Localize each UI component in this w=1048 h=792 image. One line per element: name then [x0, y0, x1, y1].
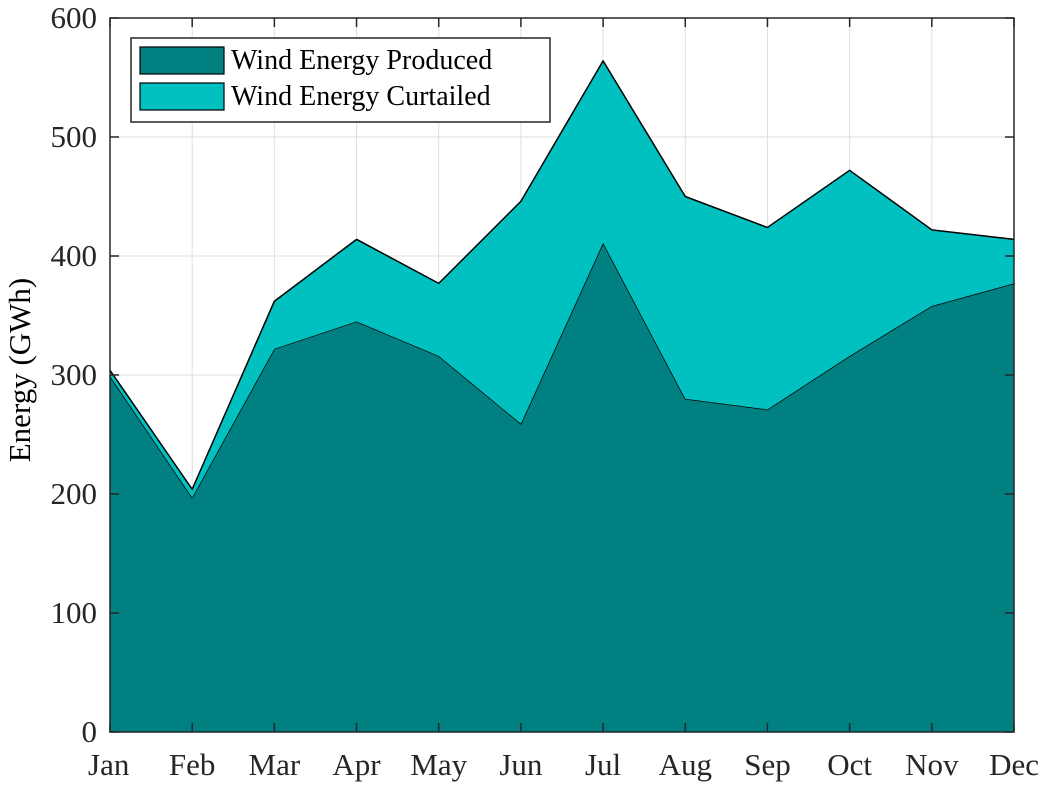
legend-swatch — [139, 82, 225, 111]
x-tick-label: Jul — [585, 747, 621, 782]
area-curtailed — [110, 60, 1014, 498]
x-tick-labels: Jan Feb Mar Apr May Jun Jul Aug Sep Oct Nov Dec — [88, 747, 1039, 782]
y-tick-label: 500 — [51, 119, 98, 154]
x-tick-label: Nov — [905, 747, 959, 782]
legend: Wind Energy Produced Wind Energy Curtaile… — [130, 37, 551, 123]
x-tick-label: May — [410, 747, 467, 782]
x-tick-label: Jun — [499, 747, 543, 782]
y-tick-labels: 0 100 200 300 400 500 600 — [51, 0, 98, 749]
y-tick-label: 100 — [51, 595, 98, 630]
legend-label: Wind Energy Curtailed — [231, 81, 491, 112]
x-tick-label: Oct — [827, 747, 872, 782]
x-tick-label: Sep — [744, 747, 791, 782]
area-edge-line — [109, 60, 1015, 490]
y-tick-label: 300 — [51, 357, 98, 392]
x-tick-label: Jan — [88, 747, 130, 782]
y-tick-label: 0 — [82, 714, 98, 749]
legend-label: Wind Energy Produced — [231, 45, 492, 76]
y-tick-label: 200 — [51, 476, 98, 511]
legend-swatch — [139, 46, 225, 75]
axes — [109, 17, 1015, 733]
x-tick-label: Dec — [989, 747, 1039, 782]
y-axis-label: Energy (GWh) — [2, 278, 37, 463]
area-series — [109, 60, 1015, 732]
x-tick-label: Apr — [332, 747, 381, 782]
area-produced — [110, 242, 1014, 732]
y-tick-label: 600 — [51, 0, 98, 35]
y-tick-label: 400 — [51, 238, 98, 273]
x-tick-label: Aug — [659, 747, 712, 782]
x-tick-label: Feb — [169, 747, 216, 782]
x-tick-label: Mar — [249, 747, 301, 782]
